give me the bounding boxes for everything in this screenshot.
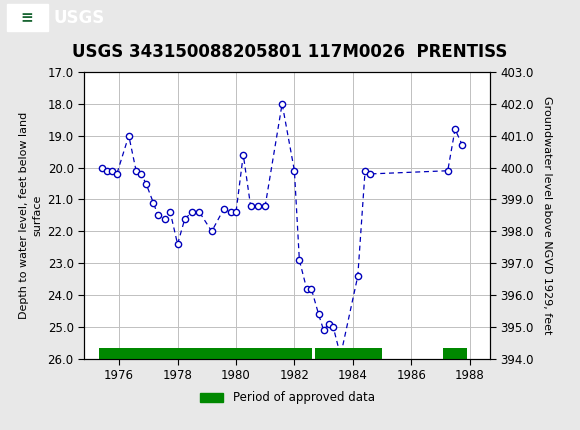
Text: USGS: USGS	[53, 9, 104, 27]
Text: USGS 343150088205801 117M0026  PRENTISS: USGS 343150088205801 117M0026 PRENTISS	[72, 43, 508, 61]
FancyBboxPatch shape	[443, 347, 467, 359]
Legend: Period of approved data: Period of approved data	[195, 387, 379, 409]
Text: ≡: ≡	[21, 10, 34, 25]
Y-axis label: Depth to water level, feet below land
surface: Depth to water level, feet below land su…	[19, 112, 42, 319]
FancyBboxPatch shape	[99, 347, 312, 359]
FancyBboxPatch shape	[7, 4, 48, 31]
Y-axis label: Groundwater level above NGVD 1929, feet: Groundwater level above NGVD 1929, feet	[542, 96, 552, 335]
FancyBboxPatch shape	[315, 347, 382, 359]
